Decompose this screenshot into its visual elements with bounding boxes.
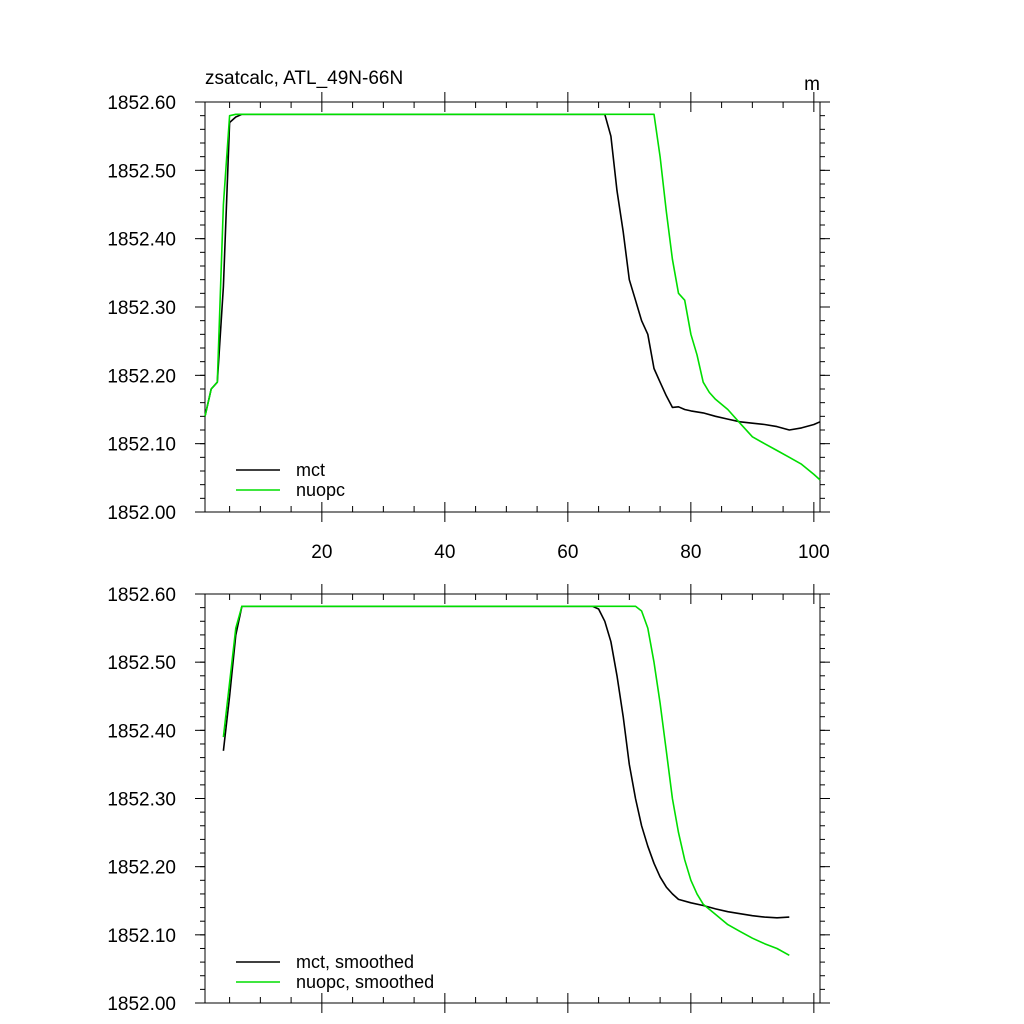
y-tick-label: 1852.30 (107, 298, 176, 319)
y-tick-label: 1852.10 (107, 926, 176, 947)
x-tick-label: 40 (434, 542, 455, 563)
plot-units: m (804, 74, 820, 95)
y-tick-label: 1852.60 (107, 585, 176, 606)
series-line-mct-smoothed (222, 605, 790, 919)
y-tick-label: 1852.20 (107, 858, 176, 879)
plot-bottom: 1852.00 1852.10 1852.20 1852.30 1852.40 1852.… (107, 584, 830, 1015)
x-tick-label: 20 (311, 542, 332, 563)
y-tick-label: 1852.30 (107, 790, 176, 811)
plot-frame (204, 593, 821, 1004)
plot-title: zsatcalc, ATL_49N-66N (205, 68, 403, 89)
legend-label: mct (296, 460, 325, 480)
y-tick-label: 1852.40 (107, 721, 176, 742)
y-tick-label: 1852.00 (107, 994, 176, 1015)
legend-label: mct, smoothed (296, 952, 414, 972)
series-line-mct (204, 113, 821, 431)
plot-frame (204, 101, 821, 513)
plot-top: 20 40 60 80 100 1852.00 1852.10 1852.20 1852.30 1… (107, 68, 830, 563)
y-tick-label: 1852.50 (107, 653, 176, 674)
x-tick-label: 80 (680, 542, 701, 563)
y-tick-label: 1852.20 (107, 366, 176, 387)
series-line-nuopc (204, 113, 821, 481)
x-tick-label: 100 (798, 542, 830, 563)
y-tick-label: 1852.50 (107, 161, 176, 182)
x-tick-label: 60 (557, 542, 578, 563)
series-line-nuopc-smoothed (222, 605, 790, 957)
y-tick-label: 1852.40 (107, 230, 176, 251)
y-tick-label: 1852.10 (107, 435, 176, 456)
legend-label: nuopc, smoothed (296, 972, 434, 992)
legend-label: nuopc (296, 480, 345, 500)
y-tick-label: 1852.00 (107, 503, 176, 524)
y-tick-label: 1852.60 (107, 93, 176, 114)
